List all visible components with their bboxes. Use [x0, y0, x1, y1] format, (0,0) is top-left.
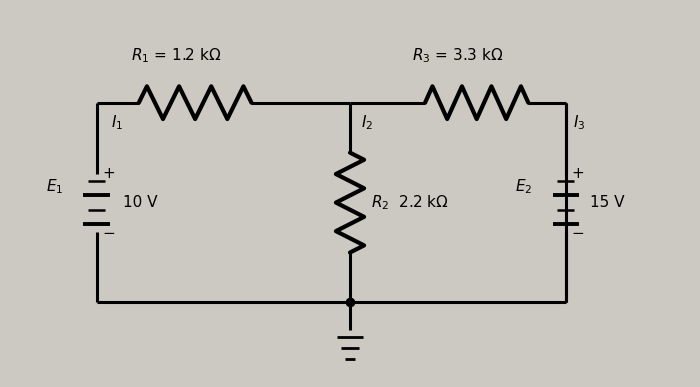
Text: $I_1$: $I_1$: [111, 113, 123, 132]
Text: $I_2$: $I_2$: [361, 113, 373, 132]
Text: $R_2$  2.2 k$\Omega$: $R_2$ 2.2 k$\Omega$: [370, 193, 449, 212]
Text: 15 V: 15 V: [590, 195, 624, 210]
Text: $R_1$ = 1.2 k$\Omega$: $R_1$ = 1.2 k$\Omega$: [131, 46, 222, 65]
Text: +: +: [572, 166, 584, 181]
Text: +: +: [102, 166, 116, 181]
Text: $E_2$: $E_2$: [515, 177, 532, 195]
Text: −: −: [102, 226, 116, 241]
Text: $E_1$: $E_1$: [46, 177, 63, 195]
Text: $R_3$ = 3.3 k$\Omega$: $R_3$ = 3.3 k$\Omega$: [412, 46, 503, 65]
Text: 10 V: 10 V: [123, 195, 158, 210]
Text: $I_3$: $I_3$: [573, 113, 586, 132]
Text: −: −: [572, 226, 584, 241]
